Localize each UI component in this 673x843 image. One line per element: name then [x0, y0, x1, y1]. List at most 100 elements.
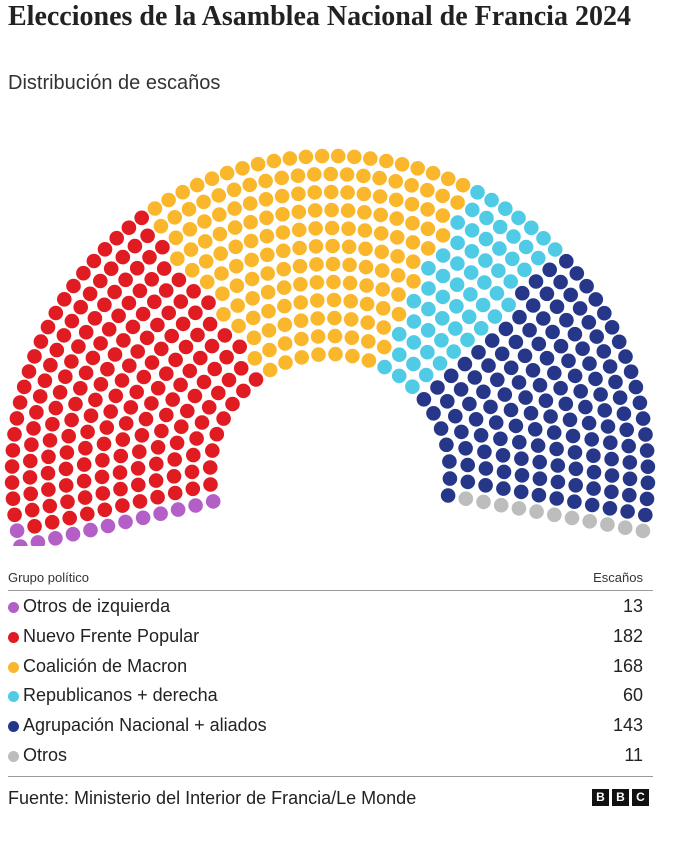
seat-dot: [196, 194, 211, 210]
seat-dot: [479, 210, 494, 226]
seat-dot: [27, 519, 42, 534]
seat-dot: [43, 357, 58, 373]
seat-dot: [512, 309, 527, 325]
seat-dot: [207, 361, 222, 377]
seat-dot: [41, 482, 56, 497]
seat-dot: [420, 323, 436, 338]
seat-dot: [170, 251, 185, 266]
seat-dot: [578, 399, 593, 415]
seat-dot: [511, 501, 527, 516]
seat-dot: [23, 486, 38, 502]
seat-dot: [242, 196, 258, 211]
seat-dot: [404, 178, 419, 193]
seat-dot: [579, 278, 594, 294]
seat-dot: [58, 478, 74, 493]
seat-dot: [567, 326, 583, 342]
seat-dot: [40, 319, 56, 335]
seat-dot: [515, 285, 530, 301]
seat-dot: [494, 346, 510, 362]
seat-dot: [243, 233, 259, 249]
seat-dot: [498, 321, 514, 337]
seat-dot: [149, 456, 164, 472]
seat-dot: [361, 353, 377, 368]
seat-dot: [45, 416, 60, 432]
seat-dot: [246, 330, 262, 346]
legend-dot: [8, 750, 19, 762]
seat-dot: [293, 277, 308, 292]
seat-dot: [147, 294, 162, 310]
seat-dot: [5, 491, 21, 507]
seat-dot: [134, 428, 150, 443]
seat-dot: [60, 494, 75, 510]
seat-dot: [58, 461, 74, 477]
seat-dot: [80, 506, 95, 522]
seat-dot: [230, 298, 245, 313]
bbc-logo-letter: B: [612, 789, 629, 806]
seat-dot: [426, 406, 441, 421]
seat-dot: [204, 171, 220, 186]
seat-dot: [175, 184, 190, 200]
seat-dot: [123, 400, 139, 415]
seat-dot: [153, 506, 168, 521]
seat-dot: [506, 229, 521, 244]
seat-dot: [153, 218, 169, 234]
seat-dot: [290, 168, 306, 183]
seat-dot: [476, 384, 491, 400]
seat-dot: [602, 359, 618, 374]
seat-dot: [344, 330, 360, 346]
seat-dot: [95, 453, 110, 468]
seat-dot: [602, 501, 618, 516]
seat-dot: [161, 305, 176, 321]
seat-dot: [16, 379, 32, 395]
seat-dot: [127, 238, 143, 254]
seat-dot: [166, 469, 182, 484]
seat-dot: [212, 226, 228, 242]
seat-dot: [457, 356, 473, 372]
seat-dot: [158, 283, 174, 298]
seat-dot: [389, 230, 405, 245]
legend-row: Agrupación Nacional + aliados 143: [8, 711, 653, 741]
seat-dot: [567, 445, 583, 460]
seat-dot: [528, 274, 544, 289]
seat-dot: [324, 202, 339, 218]
seat-dot: [635, 411, 651, 426]
seat-dot: [640, 459, 656, 475]
seat-dot: [113, 448, 129, 464]
seat-dot: [76, 265, 91, 281]
seat-dot: [468, 412, 484, 427]
seat-dot: [40, 465, 56, 481]
seat-dot: [278, 355, 293, 370]
seat-dot: [420, 221, 436, 237]
seat-dot: [262, 342, 277, 358]
seat-dot: [488, 415, 504, 430]
seat-dot: [201, 295, 216, 311]
seat-dot: [216, 411, 231, 426]
seat-dot: [175, 316, 191, 332]
seat-dot: [33, 334, 49, 349]
seat-dot: [545, 324, 560, 340]
seat-dot: [342, 257, 357, 273]
seat-dot: [139, 330, 155, 346]
seat-dot: [357, 223, 373, 238]
seat-dot: [342, 275, 358, 291]
seat-dot: [298, 149, 314, 165]
seat-dot: [453, 382, 469, 397]
seat-dot: [154, 423, 169, 439]
seat-dot: [68, 396, 83, 412]
seat-dot: [213, 246, 228, 261]
seat-dot: [204, 338, 220, 354]
seat-dot: [547, 365, 562, 381]
seat-dot: [244, 271, 260, 287]
seat-dot: [372, 170, 387, 186]
seat-dot: [527, 422, 543, 437]
seat-dot: [115, 498, 130, 513]
seat-dot: [622, 455, 638, 470]
seat-dot: [586, 448, 601, 464]
seat-dot: [186, 284, 201, 299]
seat-dot: [608, 374, 623, 390]
seat-dot: [97, 502, 113, 518]
seat-dot: [460, 457, 476, 473]
seat-dot: [612, 390, 628, 406]
seat-dot: [497, 387, 513, 402]
seat-dot: [62, 510, 77, 526]
